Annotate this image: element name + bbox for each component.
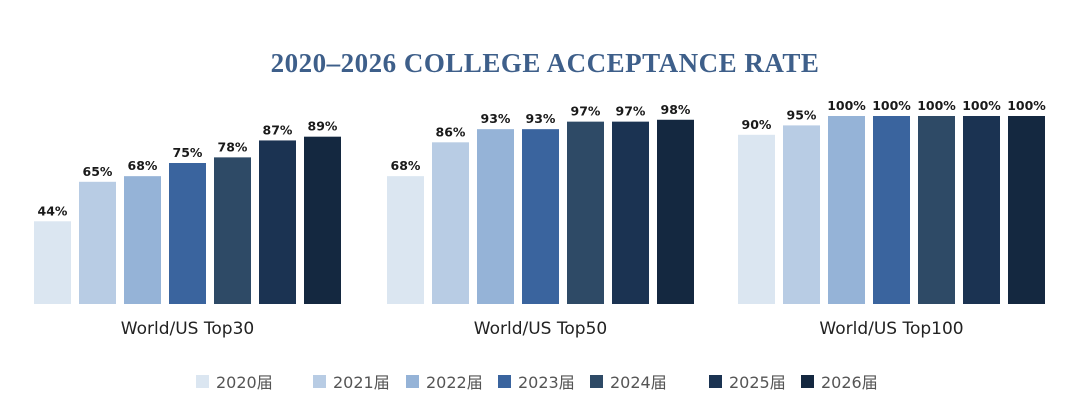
legend-swatch [313, 375, 326, 388]
category-label: World/US Top30 [121, 319, 254, 339]
bar-world-us-top30-2022 [124, 176, 161, 304]
legend-label: 2022届 [426, 373, 483, 392]
legend-swatch [498, 375, 511, 388]
value-label: 98% [661, 102, 691, 117]
bar-world-us-top100-2022 [828, 116, 865, 304]
legend-swatch [709, 375, 722, 388]
legend-swatch [406, 375, 419, 388]
legend-swatch [590, 375, 603, 388]
bars-layer [34, 116, 1045, 305]
legend-swatch [801, 375, 814, 388]
bar-world-us-top30-2023 [169, 163, 206, 304]
legend-label: 2024届 [610, 373, 667, 392]
bar-world-us-top100-2021 [783, 125, 820, 305]
value-label: 75% [173, 145, 203, 160]
legend-swatch [196, 375, 209, 388]
value-label: 89% [308, 119, 338, 134]
bar-world-us-top50-2020 [387, 176, 424, 304]
value-label: 97% [616, 104, 646, 119]
category-label: World/US Top50 [474, 319, 607, 339]
value-label: 68% [128, 158, 158, 173]
value-label: 100% [827, 98, 866, 113]
value-label: 87% [263, 122, 293, 137]
value-label: 97% [571, 104, 601, 119]
legend-label: 2021届 [333, 373, 390, 392]
value-label: 100% [872, 98, 911, 113]
bar-world-us-top30-2024 [214, 157, 251, 304]
bar-world-us-top30-2021 [79, 181, 116, 304]
bar-world-us-top100-2020 [738, 134, 775, 304]
legend-label: 2025届 [729, 373, 786, 392]
bar-world-us-top30-2020 [34, 221, 71, 304]
value-label: 100% [1007, 98, 1046, 113]
bar-world-us-top30-2025 [259, 140, 296, 304]
value-label: 90% [742, 117, 772, 132]
value-label: 95% [787, 107, 817, 122]
value-label: 93% [526, 111, 556, 126]
bar-world-us-top50-2023 [522, 129, 559, 304]
category-label: World/US Top100 [819, 319, 963, 339]
legend-label: 2023届 [518, 373, 575, 392]
legend-label: 2020届 [216, 373, 273, 392]
category-labels-layer: World/US Top30 World/US Top50 World/US Top… [121, 319, 964, 339]
chart-title: 2020–2026 COLLEGE ACCEPTANCE RATE [271, 48, 820, 78]
value-label: 78% [218, 139, 248, 154]
value-label: 86% [436, 124, 466, 139]
value-label: 65% [83, 164, 113, 179]
value-label: 93% [481, 111, 511, 126]
value-labels-layer: 44% 65% 68% 75% 78% 87% 89% 68% 86% 93% 93% 97% 97% 9… [38, 98, 1047, 218]
bar-world-us-top50-2025 [612, 121, 649, 304]
value-label: 100% [962, 98, 1001, 113]
value-label: 100% [917, 98, 956, 113]
bar-world-us-top100-2026 [1008, 116, 1045, 304]
bar-world-us-top50-2022 [477, 129, 514, 304]
bar-world-us-top100-2025 [963, 116, 1000, 304]
bar-world-us-top50-2026 [657, 119, 694, 304]
bar-world-us-top50-2021 [432, 142, 469, 304]
bar-world-us-top50-2024 [567, 121, 604, 304]
bar-world-us-top100-2024 [918, 116, 955, 304]
value-label: 44% [38, 203, 68, 218]
bar-world-us-top30-2026 [304, 136, 341, 304]
legend-label: 2026届 [821, 373, 878, 392]
legend: 2020届 2021届 2022届 2023届 2024届 2025届 2026届 [196, 373, 878, 392]
value-label: 68% [391, 158, 421, 173]
bar-world-us-top100-2023 [873, 116, 910, 304]
